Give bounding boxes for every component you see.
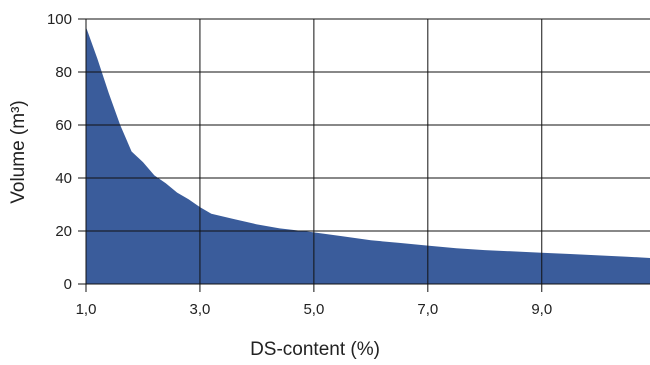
x-tick-label: 3,0 — [190, 301, 211, 318]
x-tick-label: 7,0 — [417, 301, 438, 318]
y-tick-label: 40 — [55, 170, 72, 187]
y-tick-label: 80 — [55, 64, 72, 81]
y-tick-label: 20 — [55, 223, 72, 240]
x-tick-label: 1,0 — [76, 301, 97, 318]
y-axis-title: Volume (m³) — [8, 100, 29, 203]
y-tick-label: 100 — [47, 11, 72, 28]
y-tick-label: 60 — [55, 117, 72, 134]
x-tick-label: 9,0 — [531, 301, 552, 318]
area-layer — [86, 27, 650, 284]
x-tick-label: 5,0 — [303, 301, 324, 318]
x-axis-title: DS-content (%) — [250, 339, 380, 360]
area-series-0 — [86, 27, 650, 284]
y-tick-label: 0 — [64, 276, 72, 293]
